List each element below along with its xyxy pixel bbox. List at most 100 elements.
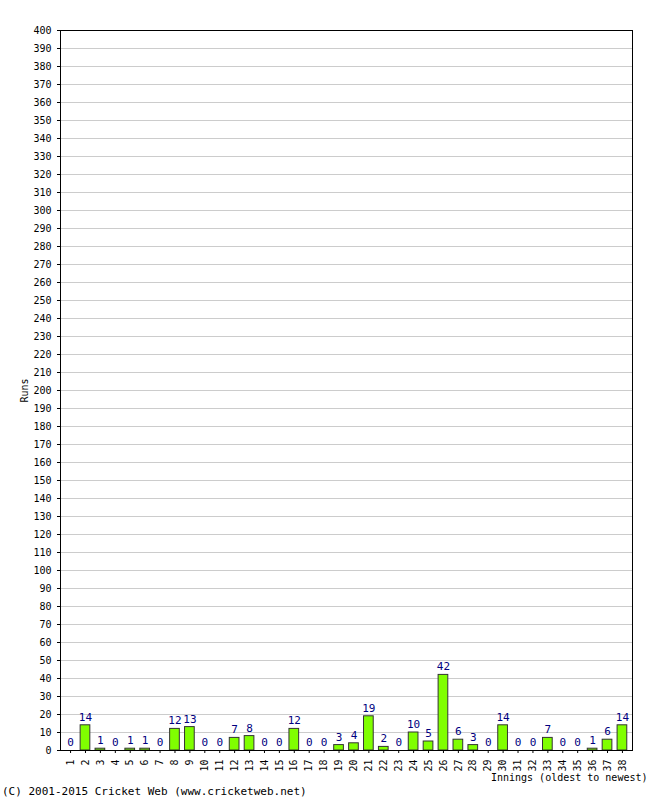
svg-text:130: 130 bbox=[33, 511, 51, 522]
svg-text:240: 240 bbox=[33, 313, 51, 324]
svg-text:30: 30 bbox=[497, 760, 508, 772]
svg-text:19: 19 bbox=[362, 702, 375, 715]
svg-text:34: 34 bbox=[557, 760, 568, 772]
svg-text:29: 29 bbox=[482, 760, 493, 772]
svg-text:3: 3 bbox=[470, 731, 477, 744]
svg-text:140: 140 bbox=[33, 493, 51, 504]
svg-text:270: 270 bbox=[33, 259, 51, 270]
svg-text:150: 150 bbox=[33, 475, 51, 486]
svg-text:12: 12 bbox=[288, 714, 301, 727]
svg-text:16: 16 bbox=[288, 760, 299, 772]
svg-text:0: 0 bbox=[321, 736, 328, 749]
svg-text:23: 23 bbox=[393, 760, 404, 772]
svg-text:0: 0 bbox=[395, 736, 402, 749]
svg-text:7: 7 bbox=[154, 760, 165, 766]
svg-text:5: 5 bbox=[425, 727, 432, 740]
svg-text:230: 230 bbox=[33, 331, 51, 342]
svg-text:14: 14 bbox=[496, 711, 510, 724]
svg-text:320: 320 bbox=[33, 169, 51, 180]
svg-text:20: 20 bbox=[39, 709, 51, 720]
svg-text:10: 10 bbox=[39, 727, 51, 738]
svg-text:50: 50 bbox=[39, 655, 51, 666]
svg-text:0: 0 bbox=[157, 736, 164, 749]
svg-text:370: 370 bbox=[33, 79, 51, 90]
svg-text:260: 260 bbox=[33, 277, 51, 288]
svg-text:0: 0 bbox=[485, 736, 492, 749]
svg-text:33: 33 bbox=[542, 760, 553, 772]
svg-text:9: 9 bbox=[184, 760, 195, 766]
svg-text:37: 37 bbox=[602, 760, 613, 772]
svg-text:350: 350 bbox=[33, 115, 51, 126]
svg-text:160: 160 bbox=[33, 457, 51, 468]
svg-text:250: 250 bbox=[33, 295, 51, 306]
svg-text:1: 1 bbox=[142, 734, 149, 747]
svg-text:12: 12 bbox=[168, 714, 181, 727]
svg-text:360: 360 bbox=[33, 97, 51, 108]
svg-text:340: 340 bbox=[33, 133, 51, 144]
svg-text:4: 4 bbox=[351, 729, 358, 742]
svg-text:400: 400 bbox=[33, 25, 51, 36]
svg-text:2: 2 bbox=[80, 760, 91, 766]
svg-text:14: 14 bbox=[616, 711, 630, 724]
svg-text:17: 17 bbox=[303, 760, 314, 772]
svg-text:38: 38 bbox=[617, 760, 628, 772]
svg-text:3: 3 bbox=[336, 731, 343, 744]
svg-text:330: 330 bbox=[33, 151, 51, 162]
svg-text:14: 14 bbox=[259, 760, 270, 772]
svg-text:35: 35 bbox=[572, 760, 583, 772]
svg-text:390: 390 bbox=[33, 43, 51, 54]
svg-text:6: 6 bbox=[139, 760, 150, 766]
svg-text:30: 30 bbox=[39, 691, 51, 702]
svg-text:18: 18 bbox=[318, 760, 329, 772]
svg-text:7: 7 bbox=[545, 723, 552, 736]
svg-text:110: 110 bbox=[33, 547, 51, 558]
svg-text:6: 6 bbox=[604, 725, 611, 738]
svg-text:Innings (oldest to newest): Innings (oldest to newest) bbox=[491, 772, 648, 783]
svg-text:0: 0 bbox=[530, 736, 537, 749]
svg-text:4: 4 bbox=[110, 760, 121, 766]
svg-text:1: 1 bbox=[97, 734, 104, 747]
svg-text:90: 90 bbox=[39, 583, 51, 594]
svg-text:14: 14 bbox=[79, 711, 93, 724]
svg-text:28: 28 bbox=[467, 760, 478, 772]
svg-text:27: 27 bbox=[453, 760, 464, 772]
svg-text:180: 180 bbox=[33, 421, 51, 432]
svg-text:0: 0 bbox=[306, 736, 313, 749]
svg-text:220: 220 bbox=[33, 349, 51, 360]
svg-text:0: 0 bbox=[216, 736, 223, 749]
svg-text:Runs: Runs bbox=[19, 378, 30, 402]
svg-text:0: 0 bbox=[559, 736, 566, 749]
svg-text:0: 0 bbox=[276, 736, 283, 749]
svg-text:20: 20 bbox=[348, 760, 359, 772]
svg-text:1: 1 bbox=[65, 760, 76, 766]
svg-text:5: 5 bbox=[124, 760, 135, 766]
svg-text:200: 200 bbox=[33, 385, 51, 396]
svg-text:70: 70 bbox=[39, 619, 51, 630]
svg-text:40: 40 bbox=[39, 673, 51, 684]
svg-text:100: 100 bbox=[33, 565, 51, 576]
svg-text:10: 10 bbox=[407, 718, 420, 731]
svg-text:21: 21 bbox=[363, 760, 374, 772]
svg-text:32: 32 bbox=[527, 760, 538, 772]
svg-text:7: 7 bbox=[231, 723, 238, 736]
svg-text:13: 13 bbox=[244, 760, 255, 772]
svg-text:8: 8 bbox=[246, 722, 253, 735]
svg-text:0: 0 bbox=[201, 736, 208, 749]
svg-text:300: 300 bbox=[33, 205, 51, 216]
svg-text:120: 120 bbox=[33, 529, 51, 540]
svg-text:0: 0 bbox=[574, 736, 581, 749]
svg-text:3: 3 bbox=[95, 760, 106, 766]
svg-text:31: 31 bbox=[512, 760, 523, 772]
svg-text:22: 22 bbox=[378, 760, 389, 772]
svg-text:190: 190 bbox=[33, 403, 51, 414]
svg-text:11: 11 bbox=[214, 760, 225, 772]
svg-text:0: 0 bbox=[45, 745, 51, 756]
svg-text:12: 12 bbox=[229, 760, 240, 772]
svg-text:80: 80 bbox=[39, 601, 51, 612]
svg-text:1: 1 bbox=[589, 734, 596, 747]
svg-text:380: 380 bbox=[33, 61, 51, 72]
svg-text:36: 36 bbox=[587, 760, 598, 772]
svg-text:0: 0 bbox=[112, 736, 119, 749]
svg-text:19: 19 bbox=[333, 760, 344, 772]
svg-text:210: 210 bbox=[33, 367, 51, 378]
